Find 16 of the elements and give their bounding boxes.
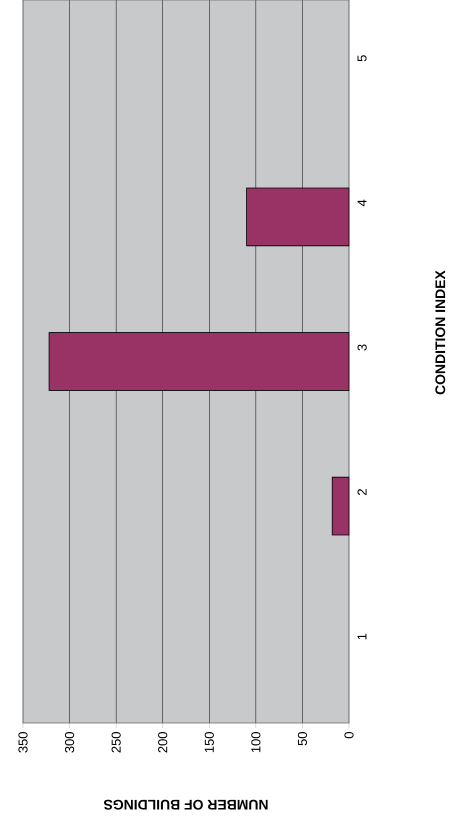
y-tick-label: 5 — [358, 55, 367, 62]
y-tick-label: 1 — [358, 634, 366, 640]
x-tick-label: 150 — [204, 732, 214, 752]
x-tick-label: 200 — [158, 732, 168, 752]
y-tick-label: 3 — [358, 344, 367, 351]
x-tick-label: 250 — [112, 732, 121, 752]
bar — [332, 476, 350, 536]
x-axis-title: NUMBER OF BUILDINGS — [104, 800, 268, 810]
x-tick-label: 100 — [251, 732, 260, 752]
y-axis-title: CONDITION INDEX — [435, 270, 446, 394]
x-tick-label: 50 — [298, 732, 308, 746]
x-tick-label: 300 — [64, 732, 74, 753]
x-tick-label: 0 — [344, 732, 354, 738]
y-tick-label: 2 — [358, 489, 367, 496]
x-tick-label: 350 — [18, 732, 28, 753]
y-tick-label: 4 — [358, 200, 366, 206]
